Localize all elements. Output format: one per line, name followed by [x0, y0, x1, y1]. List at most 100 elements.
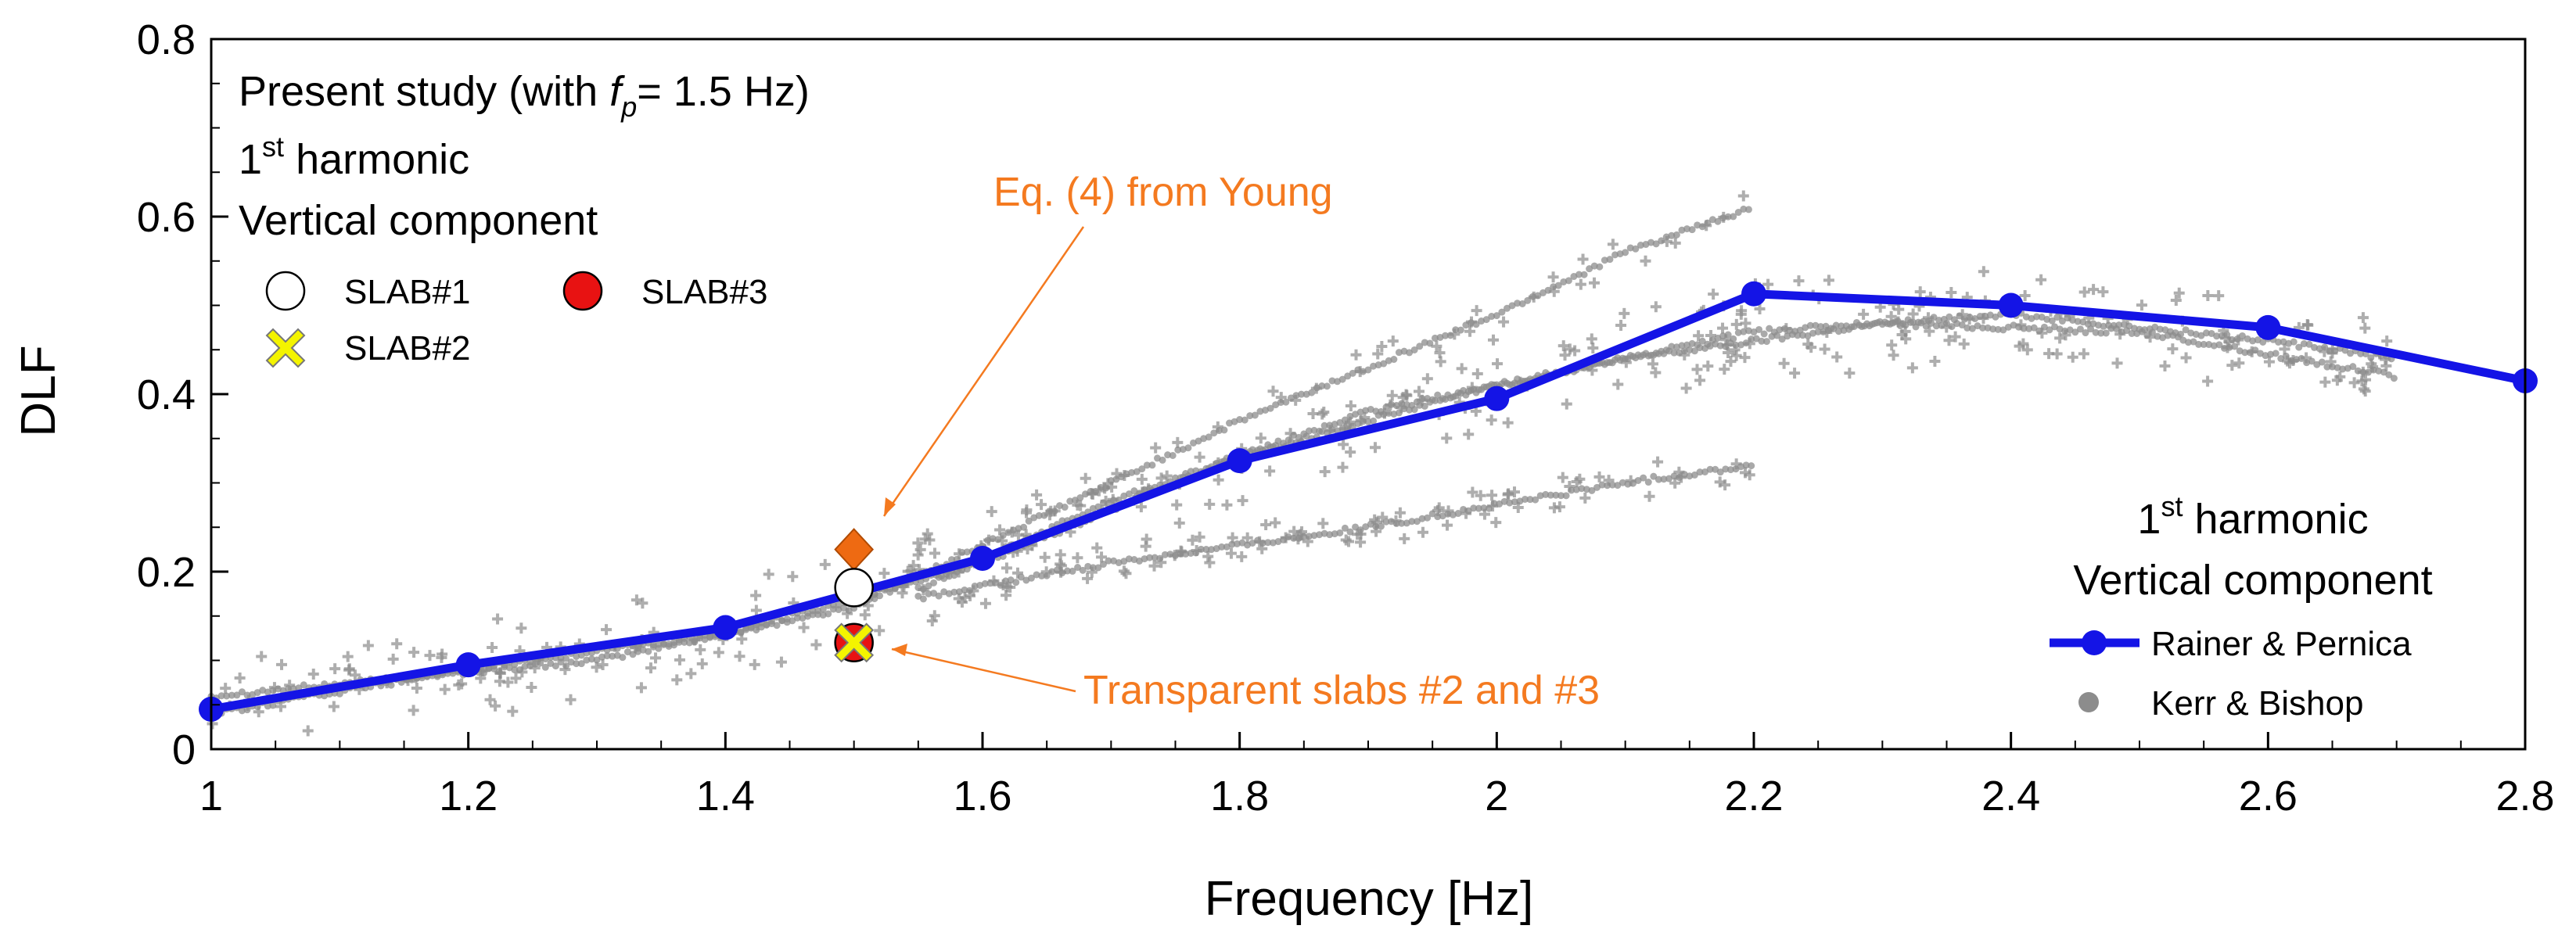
kerr-bishop-point — [685, 668, 697, 680]
kerr-bishop-point — [1482, 316, 1490, 324]
kerr-bishop-point — [1726, 466, 1734, 474]
kerr-bishop-point — [1827, 325, 1835, 332]
kerr-bishop-point — [1280, 532, 1292, 543]
kerr-bishop-point — [593, 656, 601, 664]
kerr-bishop-point — [343, 663, 355, 675]
annotation-young-arrowhead — [884, 497, 896, 516]
kerr-bishop-point — [1390, 356, 1398, 364]
kerr-bishop-point — [637, 597, 648, 609]
kerr-bishop-point — [1191, 545, 1202, 557]
kerr-bishop-point — [1464, 325, 1476, 337]
kerr-bishop-point — [2074, 317, 2082, 325]
kerr-bishop-point — [1377, 511, 1389, 523]
kerr-bishop-point — [1120, 568, 1132, 579]
kerr-bishop-point — [1493, 312, 1500, 320]
kerr-bishop-point — [1161, 551, 1169, 558]
kerr-bishop-point — [2111, 357, 2123, 369]
kerr-bishop-point — [1172, 436, 1184, 448]
kerr-bishop-point — [541, 663, 549, 671]
kerr-bishop-point — [551, 662, 559, 670]
kerr-bishop-point — [1778, 357, 1790, 369]
kerr-bishop-point — [1410, 346, 1418, 353]
kerr-bishop-point — [1488, 313, 1496, 321]
kerr-bishop-point — [1625, 475, 1636, 486]
kerr-bishop-point — [1187, 534, 1198, 546]
kerr-bishop-point — [1236, 551, 1248, 562]
kerr-bishop-point — [1264, 539, 1272, 547]
legend-rainer-pernica-label: Rainer & Pernica — [2151, 625, 2412, 663]
kerr-bishop-point — [1328, 377, 1336, 385]
kerr-bishop-point — [1324, 425, 1336, 436]
kerr-bishop-point — [2349, 363, 2357, 371]
kerr-bishop-point — [1227, 532, 1238, 543]
kerr-bishop-point — [475, 673, 487, 684]
kerr-bishop-point — [1076, 493, 1084, 501]
kerr-bishop-point — [1690, 471, 1698, 479]
kerr-bishop-point — [1644, 479, 1652, 486]
kerr-bishop-point — [1514, 300, 1522, 307]
kerr-bishop-point — [562, 655, 570, 662]
kerr-bishop-point — [1994, 325, 2002, 333]
slab-1-point — [834, 568, 874, 608]
kerr-bishop-point — [2301, 318, 2313, 330]
kerr-bishop-point — [1806, 321, 1814, 329]
kerr-bishop-point — [1603, 475, 1615, 486]
kerr-bishop-point — [1125, 490, 1133, 498]
kerr-bishop-point — [2202, 375, 2214, 387]
kerr-bishop-point — [1509, 486, 1521, 498]
kerr-bishop-point — [1061, 504, 1069, 511]
x-tick-label: 1 — [199, 773, 223, 820]
kerr-bishop-point — [1072, 552, 1083, 564]
kerr-bishop-point — [1943, 335, 1955, 346]
kerr-bishop-point — [1377, 522, 1385, 530]
kerr-bishop-point — [922, 528, 933, 540]
kerr-bishop-point — [1596, 263, 1604, 271]
kerr-bishop-point — [2380, 360, 2392, 371]
kerr-bishop-point — [1863, 320, 1871, 328]
kerr-bishop-point — [1789, 368, 1801, 379]
kerr-bishop-point — [2195, 340, 2203, 348]
kerr-bishop-point — [1722, 465, 1730, 473]
kerr-bishop-point — [1150, 442, 1162, 454]
kerr-bishop-point — [387, 681, 395, 689]
kerr-bishop-point — [2035, 274, 2047, 285]
kerr-bishop-point — [1237, 495, 1248, 507]
kerr-bishop-point — [1932, 322, 1940, 330]
kerr-bishop-point — [1355, 414, 1367, 426]
kerr-bishop-point — [1805, 342, 1817, 353]
kerr-bishop-point — [1319, 466, 1331, 478]
kerr-bishop-point — [1338, 375, 1346, 383]
kerr-bishop-point — [1001, 562, 1012, 574]
kerr-bishop-point — [1748, 462, 1755, 470]
kerr-bishop-point — [925, 582, 932, 590]
kerr-bishop-point — [453, 679, 465, 691]
kerr-bishop-point — [1031, 489, 1043, 500]
kerr-bishop-point — [2078, 286, 2090, 298]
kerr-bishop-point — [713, 647, 724, 658]
kerr-bishop-point — [1159, 456, 1166, 464]
kerr-bishop-point — [1385, 399, 1396, 411]
kerr-bishop-point — [1072, 499, 1083, 511]
kerr-bishop-point — [2136, 300, 2147, 311]
kerr-bishop-point — [1027, 574, 1035, 582]
legend-slab1-label: SLAB#1 — [344, 273, 470, 311]
kerr-bishop-point — [1143, 461, 1151, 469]
kerr-bishop-point — [1821, 327, 1833, 339]
kerr-bishop-point — [2115, 321, 2123, 329]
kerr-bishop-point — [284, 680, 296, 691]
x-tick-label: 2.4 — [1981, 773, 2040, 820]
kerr-bishop-point — [763, 620, 771, 628]
kerr-bishop-point — [968, 585, 979, 597]
kerr-bishop-point — [1204, 498, 1216, 510]
kerr-bishop-point — [2301, 352, 2312, 364]
kerr-bishop-point — [773, 622, 781, 630]
kerr-bishop-point — [1099, 499, 1107, 507]
kerr-bishop-point — [1376, 340, 1388, 352]
annotation-transparent-label: Transparent slabs #2 and #3 — [1083, 668, 1600, 713]
kerr-bishop-point — [1460, 508, 1472, 519]
kerr-bishop-point — [1364, 366, 1372, 374]
kerr-bishop-point — [2030, 324, 2038, 332]
kerr-bishop-point — [912, 537, 924, 549]
kerr-bishop-point — [1941, 321, 1953, 333]
kerr-bishop-point — [1680, 382, 1692, 394]
